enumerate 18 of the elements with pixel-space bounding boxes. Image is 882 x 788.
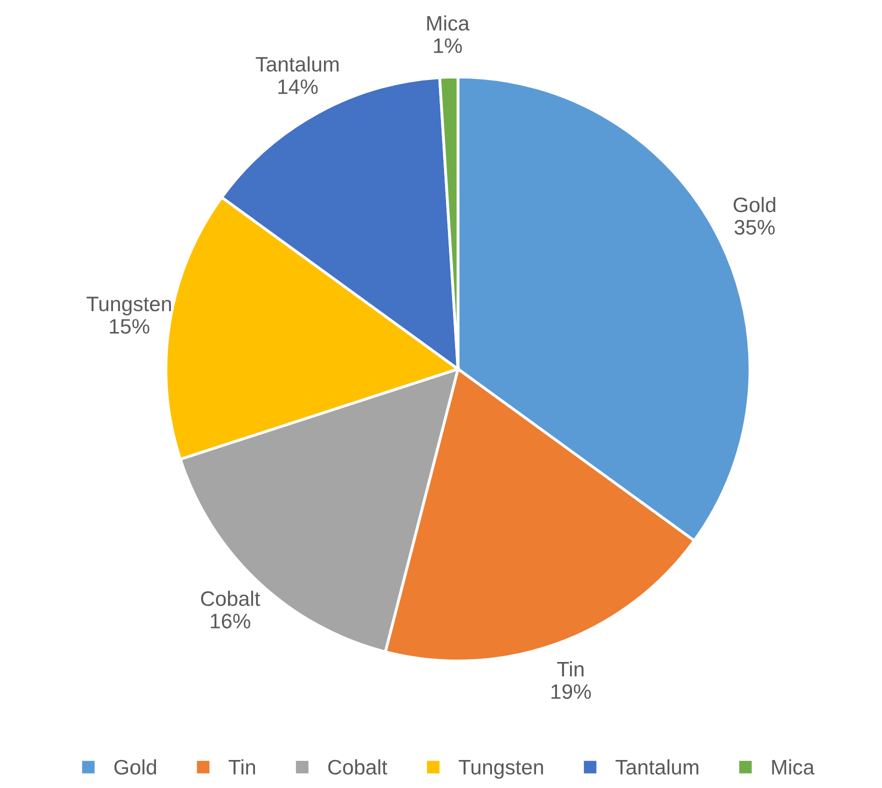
slice-label: Tungsten <box>86 296 171 316</box>
data-label: 15% <box>110 319 150 334</box>
data-label: 16% <box>210 614 250 628</box>
data-label: 14% <box>278 79 318 94</box>
legend-label: Tantalum <box>616 759 698 775</box>
slice-label: Gold <box>734 196 776 212</box>
data-label: 1% <box>434 38 462 54</box>
slice-label: Tantalum <box>256 56 339 72</box>
legend-label: Cobalt <box>328 759 388 775</box>
legend-label: Mica <box>772 759 814 775</box>
slice-label: Mica <box>427 15 470 31</box>
slice-label: Tin <box>557 661 584 676</box>
slice-label: Cobalt <box>201 590 260 606</box>
data-label: 19% <box>552 684 591 700</box>
data-label: 35% <box>734 220 775 235</box>
legend-label: Gold <box>114 759 156 775</box>
legend-label: Tungsten <box>458 760 543 779</box>
legend-label: Tin <box>228 759 255 774</box>
